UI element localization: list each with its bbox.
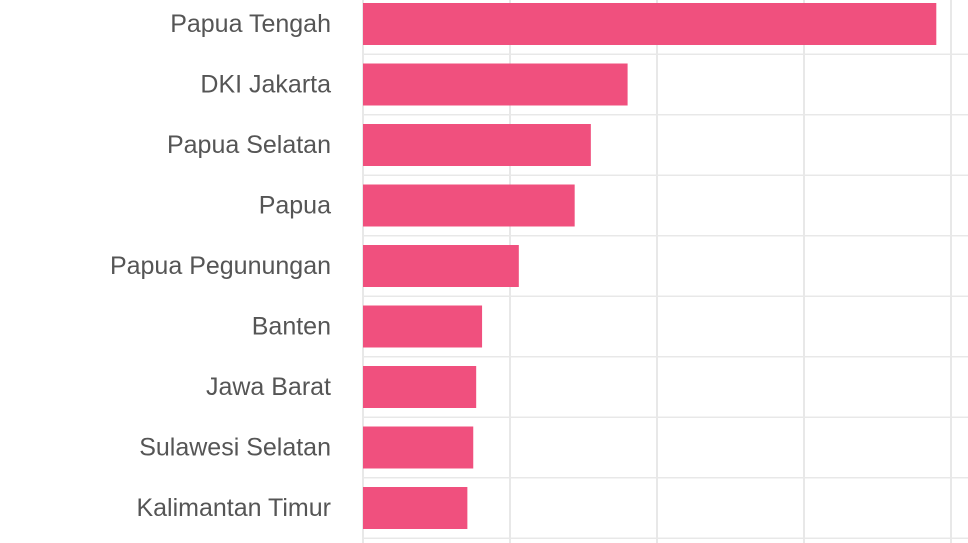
- category-label: Sulawesi Selatan: [139, 434, 331, 462]
- category-label: Papua: [259, 192, 331, 220]
- chart-gridlines: [362, 0, 968, 543]
- category-label: Papua Selatan: [167, 131, 331, 159]
- bar[interactable]: [363, 426, 474, 469]
- category-label: Papua Tengah: [170, 10, 331, 38]
- bar[interactable]: [363, 366, 477, 408]
- category-label: Banten: [252, 313, 331, 341]
- bar[interactable]: [363, 487, 468, 529]
- bar[interactable]: [363, 3, 937, 45]
- category-labels: Papua Tengah DKI Jakarta Papua Selatan Papu…: [110, 10, 331, 522]
- bar[interactable]: [363, 63, 628, 106]
- bar[interactable]: [363, 305, 483, 348]
- category-label: Papua Pegunungan: [110, 252, 331, 280]
- category-label: Jawa Barat: [206, 373, 331, 401]
- bar[interactable]: [363, 124, 591, 166]
- bar[interactable]: [363, 184, 575, 227]
- category-label: Kalimantan Timur: [136, 494, 331, 522]
- chart-bars: [363, 3, 937, 529]
- category-label: DKI Jakarta: [200, 71, 331, 99]
- bar[interactable]: [363, 245, 519, 287]
